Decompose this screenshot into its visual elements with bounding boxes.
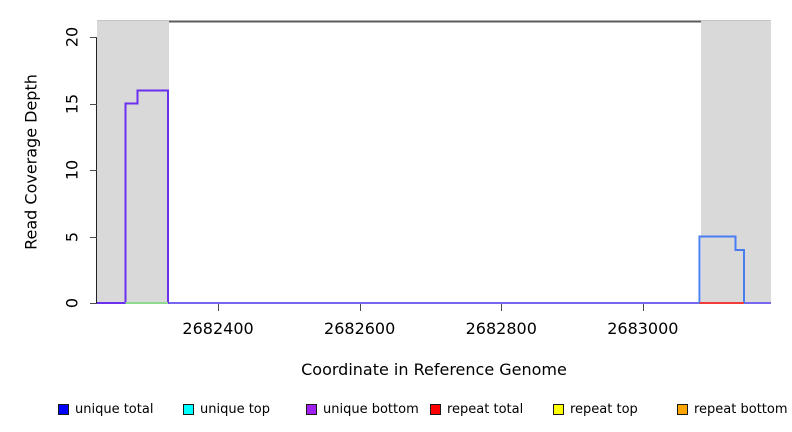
x-tick-label: 2683000 — [607, 319, 679, 338]
series-unique-bottom-left-peak — [97, 89, 170, 304]
y-tick — [90, 236, 97, 238]
x-tick — [642, 304, 644, 311]
legend-label: unique total — [75, 402, 154, 417]
x-tick-label: 2682400 — [182, 319, 254, 338]
x-tick — [359, 304, 361, 311]
legend-label: unique bottom — [323, 402, 419, 417]
x-tick-label: 2682800 — [465, 319, 537, 338]
y-tick — [90, 103, 97, 105]
repeat-region-band — [97, 20, 170, 304]
legend-label: repeat bottom — [694, 402, 788, 417]
legend-label: unique top — [200, 402, 271, 417]
repeat-region-band — [700, 20, 771, 304]
x-axis-title: Coordinate in Reference Genome — [301, 360, 567, 379]
y-tick-label: 0 — [62, 297, 82, 309]
y-tick — [90, 303, 97, 304]
legend-swatch-icon — [183, 404, 194, 415]
y-tick — [90, 170, 97, 172]
y-tick — [90, 37, 97, 39]
y-tick-label: 20 — [62, 27, 82, 48]
legend-swatch-icon — [306, 404, 317, 415]
y-tick-label: 5 — [62, 231, 82, 242]
legend-swatch-icon — [430, 404, 441, 415]
plot-area — [97, 20, 771, 304]
legend-swatch-icon — [58, 404, 69, 415]
legend-label: repeat top — [570, 402, 638, 417]
series-unique-total-right-peak — [698, 235, 746, 304]
y-tick-label: 15 — [62, 93, 82, 114]
legend-swatch-icon — [677, 404, 688, 415]
x-tick — [218, 304, 220, 311]
legend-swatch-icon — [553, 404, 564, 415]
x-tick — [501, 304, 503, 311]
legend-label: repeat total — [447, 402, 524, 417]
x-tick-label: 2682600 — [324, 319, 396, 338]
coverage-lines — [97, 20, 771, 304]
y-tick-label: 10 — [62, 159, 82, 181]
y-axis-title: Read Coverage Depth — [21, 73, 41, 250]
